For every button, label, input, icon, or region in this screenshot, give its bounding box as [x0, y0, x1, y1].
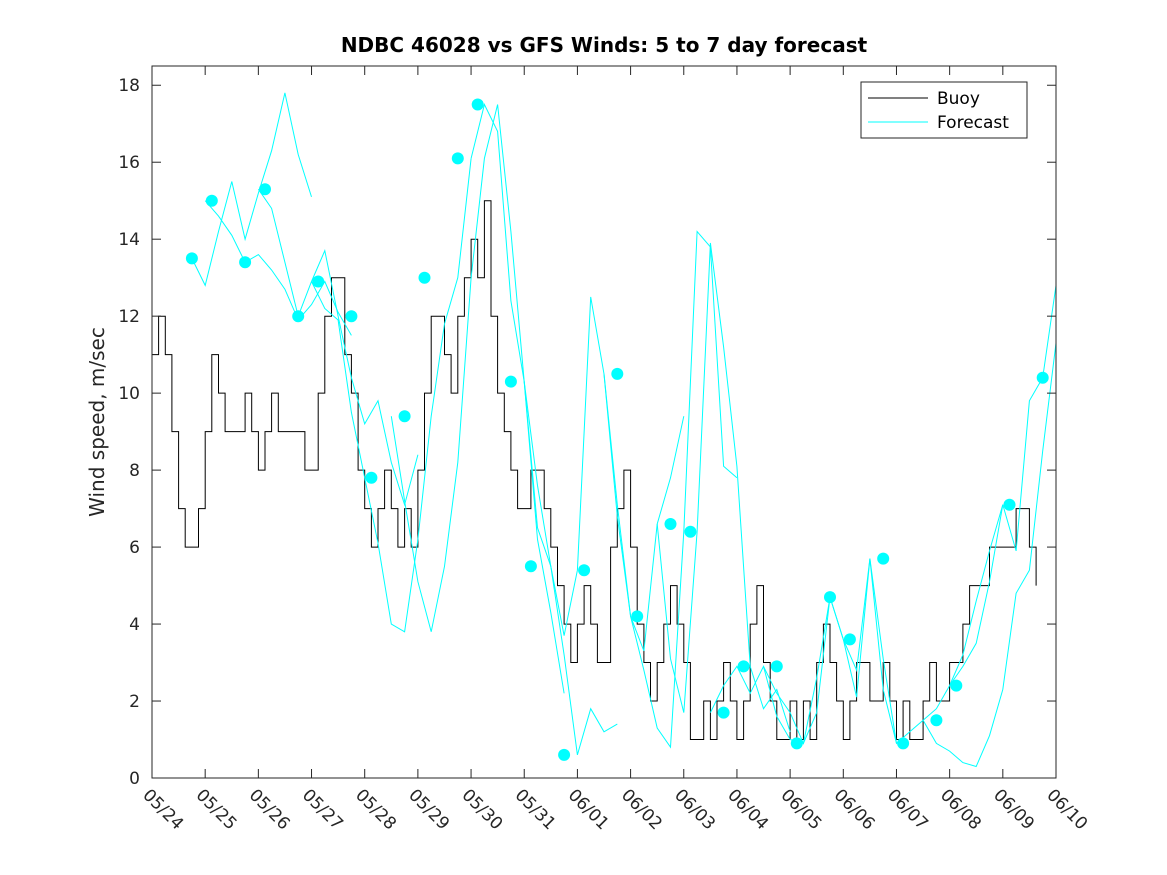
y-tick-label: 4 — [129, 615, 140, 635]
y-tick-label: 12 — [118, 307, 140, 327]
forecast-point — [504, 375, 517, 388]
y-tick-label: 14 — [118, 230, 140, 250]
forecast-line-13 — [922, 343, 1057, 768]
forecast-point — [843, 633, 856, 646]
forecast-point — [611, 367, 624, 380]
forecast-point — [239, 256, 252, 269]
forecast-line-9 — [656, 242, 791, 732]
forecast-point — [205, 194, 218, 207]
forecast-point — [790, 737, 803, 750]
forecast-line-8 — [603, 230, 738, 749]
forecast-line-6 — [470, 103, 618, 756]
y-tick-label: 16 — [118, 153, 140, 173]
forecast-point — [418, 271, 431, 284]
forecast-point — [737, 660, 750, 673]
forecast-point — [897, 737, 910, 750]
y-tick-label: 8 — [129, 461, 140, 481]
y-tick-label: 6 — [129, 538, 140, 558]
forecast-point — [631, 610, 644, 623]
chart-title: NDBC 46028 vs GFS Winds: 5 to 7 day fore… — [341, 33, 868, 57]
forecast-point — [770, 660, 783, 673]
forecast-line-14 — [949, 285, 1057, 686]
forecast-point — [1036, 371, 1049, 384]
forecast-point — [1003, 498, 1016, 511]
forecast-point — [930, 714, 943, 727]
legend-box — [860, 81, 1028, 139]
y-tick-label: 0 — [129, 769, 140, 789]
forecast-point — [578, 564, 591, 577]
forecast-line-5 — [390, 104, 565, 694]
series-layer — [152, 92, 1057, 768]
buoy-line — [152, 200, 1037, 740]
forecast-point — [451, 152, 464, 165]
forecast-point — [185, 252, 198, 265]
forecast-point — [558, 748, 571, 761]
forecast-point — [259, 183, 271, 196]
y-tick-label: 2 — [129, 692, 140, 712]
y-tick-label: 10 — [118, 384, 140, 404]
forecast-line-4 — [311, 158, 472, 633]
forecast-point — [471, 98, 484, 111]
forecast-line-1 — [191, 92, 312, 287]
forecast-line-2 — [204, 200, 352, 336]
forecast-point — [345, 310, 358, 323]
forecast-point — [877, 552, 890, 565]
legend: Buoy Forecast — [860, 81, 1028, 139]
forecast-point — [664, 518, 677, 530]
forecast-point — [312, 275, 325, 288]
forecast-point — [824, 591, 836, 604]
forecast-point — [717, 706, 730, 719]
axes-box — [151, 65, 1057, 779]
forecast-point — [398, 410, 411, 423]
forecast-line-3 — [257, 188, 419, 507]
forecast-point — [684, 525, 697, 538]
y-tick-label: 18 — [118, 76, 140, 96]
y-axis-label: Wind speed, m/sec — [85, 327, 109, 517]
plot-area — [152, 66, 1056, 778]
forecast-point — [365, 471, 378, 484]
forecast-point — [950, 679, 963, 692]
forecast-point — [292, 310, 305, 323]
forecast-line-10 — [709, 596, 844, 745]
legend-label-buoy: Buoy — [937, 89, 980, 109]
forecast-point — [524, 560, 537, 573]
legend-label-forecast: Forecast — [937, 113, 1009, 133]
